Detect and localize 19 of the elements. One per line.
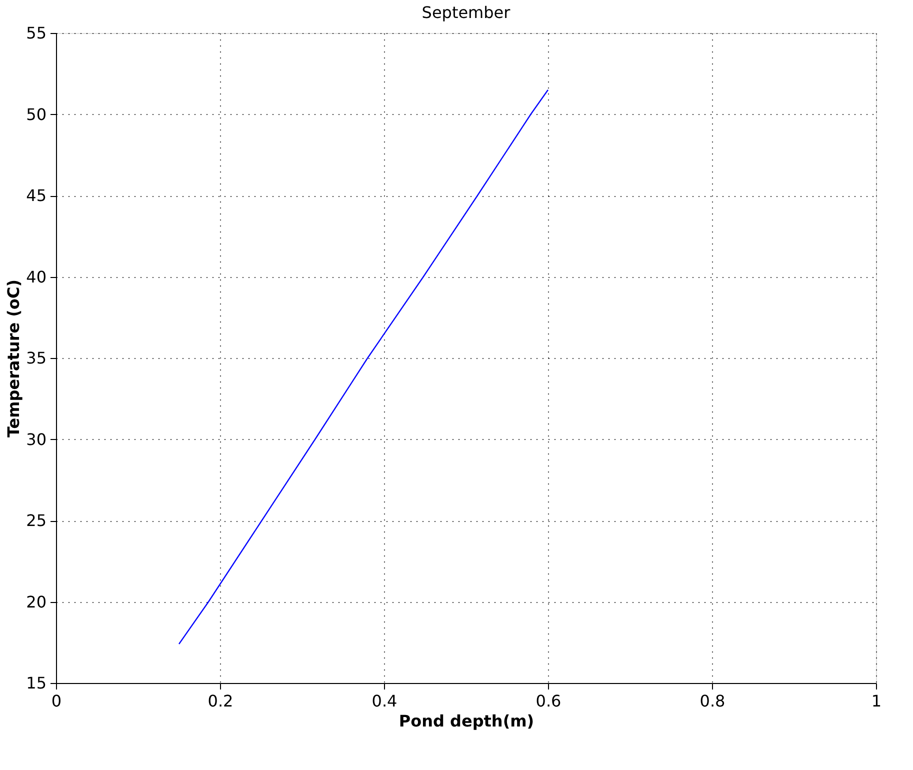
y-tick-label: 25 — [26, 511, 46, 530]
x-tick-label: 0.2 — [208, 692, 234, 710]
line-series — [178, 89, 549, 645]
y-tick-label: 55 — [26, 24, 46, 42]
y-axis-title: Temperature (oC) — [4, 279, 24, 438]
chart-title: September — [422, 3, 511, 22]
x-axis-title: Pond depth(m) — [398, 712, 534, 730]
y-tick-label: 50 — [26, 104, 46, 124]
y-tick-label: 40 — [26, 267, 46, 286]
y-tick-label: 20 — [26, 592, 46, 612]
x-tick-label: 0.8 — [700, 692, 726, 710]
x-tick-label: 0.4 — [372, 692, 398, 710]
y-tick-label: 35 — [26, 348, 46, 368]
x-tick-label: 1 — [871, 692, 882, 710]
y-tick-label: 30 — [26, 430, 46, 449]
x-tick-label: 0.6 — [536, 692, 562, 710]
y-tick-label: 15 — [26, 674, 46, 692]
x-tick-label: 0 — [51, 692, 62, 710]
y-tick-label: 45 — [26, 186, 46, 205]
